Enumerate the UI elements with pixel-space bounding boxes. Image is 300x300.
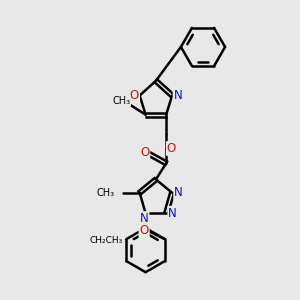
Text: CH₃: CH₃ (97, 188, 115, 198)
Text: O: O (167, 142, 176, 155)
Text: O: O (130, 89, 139, 102)
Text: N: N (174, 89, 182, 102)
Text: N: N (140, 212, 148, 225)
Text: O: O (140, 224, 149, 237)
Text: N: N (174, 186, 183, 199)
Text: N: N (168, 207, 177, 220)
Text: CH₂CH₃: CH₂CH₃ (89, 236, 123, 245)
Text: CH₃: CH₃ (112, 96, 130, 106)
Text: O: O (140, 146, 149, 159)
